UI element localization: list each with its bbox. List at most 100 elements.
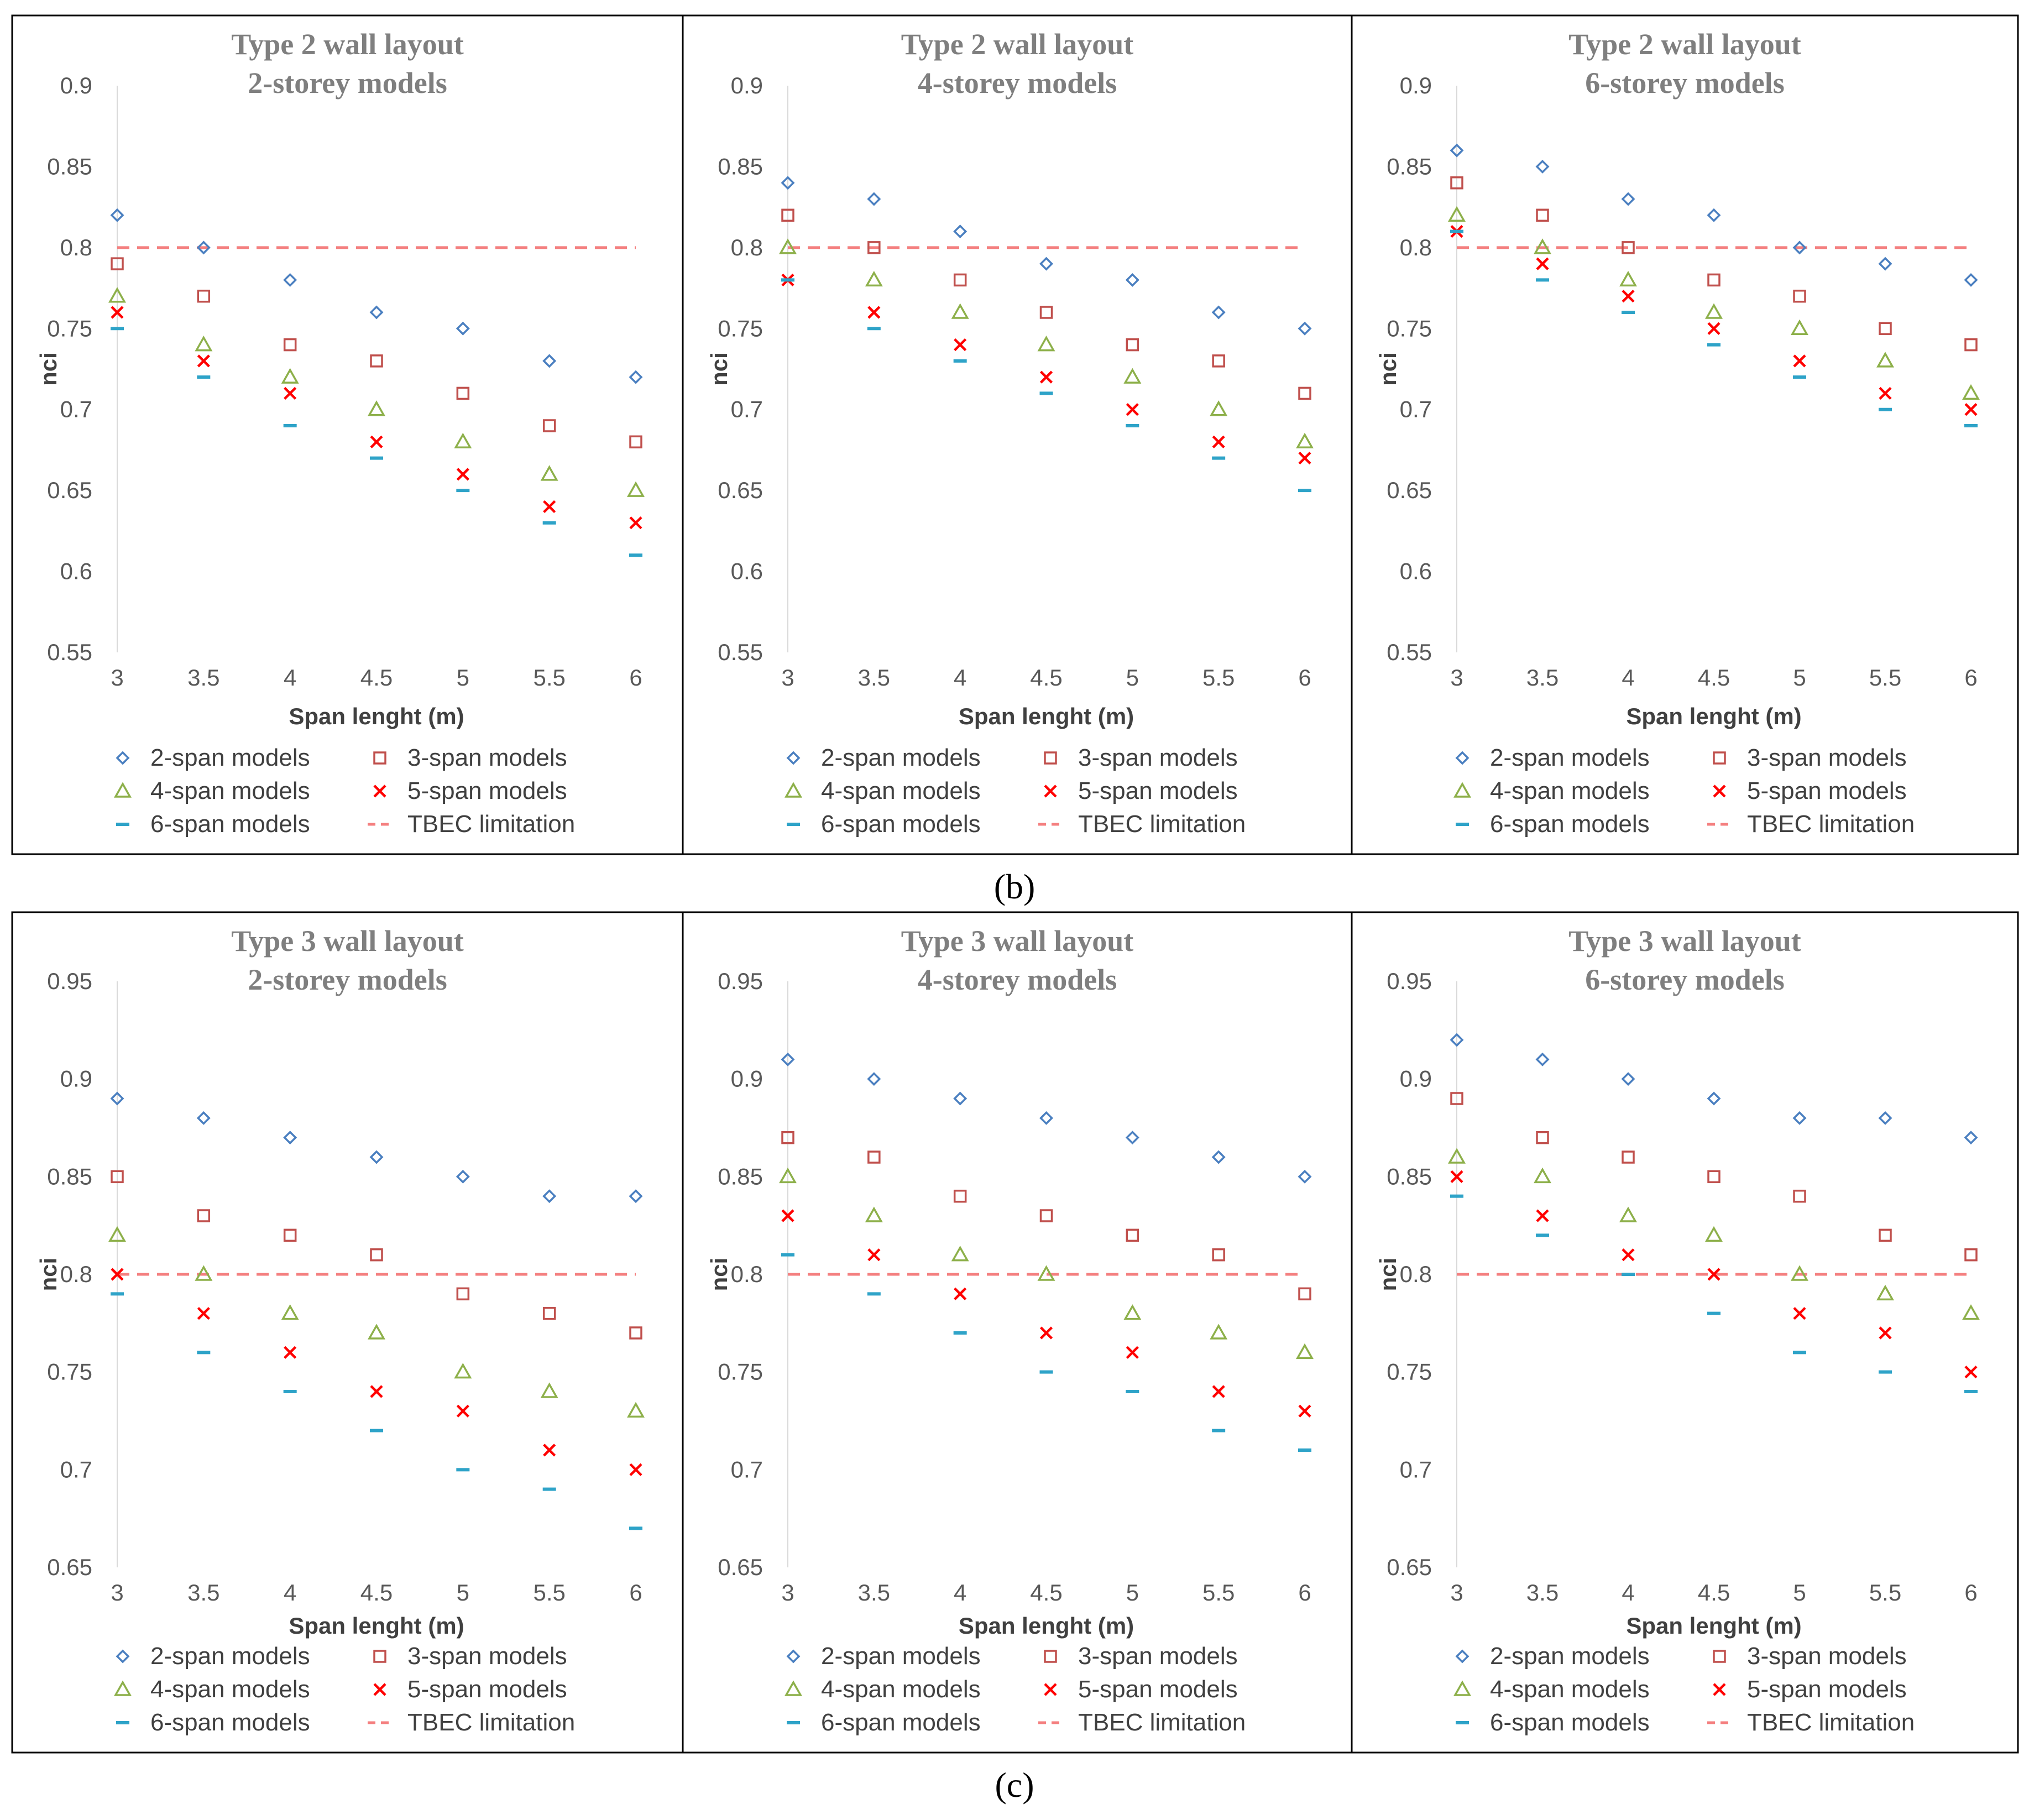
point-5-span bbox=[197, 354, 210, 368]
y-tick-label: 0.6 bbox=[60, 558, 92, 584]
legend-label: 2-span models bbox=[150, 744, 310, 771]
legend-label: 4-span models bbox=[821, 777, 981, 804]
point-4-span bbox=[1876, 1284, 1894, 1301]
point-3-span bbox=[953, 273, 967, 287]
y-tick-label: 0.7 bbox=[60, 396, 92, 422]
legend-swatch-3-span bbox=[1713, 751, 1726, 765]
legend-label: 2-span models bbox=[1490, 744, 1650, 771]
point-4-span bbox=[865, 270, 883, 287]
chart-title: 4-storey models bbox=[918, 66, 1117, 100]
point-3-span bbox=[197, 1209, 211, 1222]
x-tick-label: 4.5 bbox=[1698, 1580, 1730, 1605]
legend-swatch-5-span bbox=[373, 785, 386, 798]
point-5-span bbox=[1212, 435, 1225, 448]
point-3-span bbox=[1707, 273, 1721, 287]
x-tick-label: 4.5 bbox=[360, 1580, 393, 1605]
legend-entry: 4-span models bbox=[785, 777, 981, 804]
legend-swatch-3-span bbox=[1044, 1650, 1057, 1663]
x-tick-label: 3.5 bbox=[187, 1580, 219, 1605]
y-tick-label: 0.8 bbox=[731, 234, 763, 260]
point-5-span bbox=[1879, 386, 1892, 400]
point-5-span bbox=[1793, 354, 1806, 368]
y-axis-title: nci bbox=[1375, 352, 1401, 386]
point-2-span bbox=[542, 354, 557, 368]
point-4-span bbox=[195, 1265, 213, 1281]
point-5-span bbox=[1298, 451, 1311, 465]
point-4-span bbox=[779, 1167, 797, 1184]
point-4-span bbox=[1123, 368, 1142, 384]
x-tick-label: 3.5 bbox=[1526, 665, 1559, 691]
point-2-span bbox=[1298, 321, 1312, 336]
chart-title: 2-storey models bbox=[248, 66, 447, 100]
point-3-span bbox=[953, 1189, 967, 1203]
point-5-span bbox=[543, 500, 556, 514]
legend-label: 5-span models bbox=[1747, 777, 1907, 804]
legend-label: 4-span models bbox=[1490, 777, 1650, 804]
x-tick-label: 3 bbox=[111, 665, 123, 691]
legend-label: 6-span models bbox=[821, 810, 981, 838]
y-tick-label: 0.95 bbox=[718, 968, 763, 994]
point-3-span bbox=[1879, 1228, 1892, 1242]
point-3-span bbox=[1536, 208, 1549, 222]
point-5-span bbox=[629, 516, 642, 530]
point-2-span bbox=[1621, 192, 1635, 206]
point-2-span bbox=[781, 176, 795, 190]
legend-entry: 6-span models bbox=[787, 810, 981, 838]
y-tick-label: 0.75 bbox=[718, 1359, 763, 1385]
legend-label: 6-span models bbox=[1490, 810, 1650, 838]
y-tick-label: 0.7 bbox=[1400, 396, 1432, 422]
point-4-span bbox=[1037, 336, 1055, 352]
legend-label: 6-span models bbox=[150, 810, 310, 838]
legend-entry: 3-span models bbox=[1713, 1643, 1907, 1670]
point-3-span bbox=[111, 1170, 124, 1184]
legend-swatch-4-span bbox=[785, 782, 802, 798]
legend-entry: 3-span models bbox=[1044, 1643, 1238, 1670]
legend-entry: 4-span models bbox=[1453, 777, 1650, 804]
x-tick-label: 3.5 bbox=[187, 665, 219, 691]
legend-swatch-3-span bbox=[373, 751, 386, 765]
point-5-span bbox=[1212, 1385, 1225, 1398]
point-4-span bbox=[779, 238, 797, 254]
x-tick-label: 5.5 bbox=[533, 665, 565, 691]
point-2-span bbox=[1621, 1072, 1635, 1086]
x-tick-label: 4 bbox=[954, 665, 966, 691]
point-5-span bbox=[1536, 257, 1549, 270]
point-5-span bbox=[370, 1385, 383, 1398]
legend-label: 2-span models bbox=[821, 1643, 981, 1670]
legend-entry: TBEC limitation bbox=[368, 1709, 575, 1736]
legend-swatch-5-span bbox=[1044, 785, 1057, 798]
point-5-span bbox=[1622, 290, 1635, 303]
point-4-span bbox=[108, 287, 126, 303]
point-5-span bbox=[1039, 370, 1053, 384]
point-2-span bbox=[369, 305, 384, 320]
point-2-span bbox=[953, 1091, 968, 1106]
x-tick-label: 4 bbox=[284, 1580, 296, 1605]
legend-label: 2-span models bbox=[821, 744, 981, 771]
point-4-span bbox=[1037, 1265, 1055, 1281]
point-5-span bbox=[1879, 1326, 1892, 1340]
point-5-span bbox=[1126, 403, 1139, 416]
point-2-span bbox=[1964, 273, 1978, 287]
legend-swatch-4-span bbox=[1453, 1680, 1471, 1696]
point-2-span bbox=[456, 1169, 470, 1184]
legend-label: 5-span models bbox=[1078, 1676, 1238, 1703]
legend-entry: 4-span models bbox=[785, 1676, 981, 1703]
point-4-span bbox=[1534, 1167, 1551, 1184]
legend-entry: 3-span models bbox=[1044, 744, 1238, 771]
legend-label: 3-span models bbox=[1078, 1643, 1238, 1670]
point-5-span bbox=[456, 1404, 469, 1418]
point-5-span bbox=[781, 1209, 794, 1222]
legend-label: 6-span models bbox=[821, 1709, 981, 1736]
point-4-span bbox=[368, 400, 385, 416]
point-2-span bbox=[867, 192, 881, 206]
point-2-span bbox=[1450, 1033, 1464, 1047]
legend-entry: 2-span models bbox=[1455, 744, 1650, 771]
legend-swatch-5-span bbox=[1713, 1683, 1726, 1696]
chart-panel-4: Type 3 wall layout 2-storey models 0.65 0.7… bbox=[11, 911, 684, 1754]
point-2-span bbox=[283, 273, 297, 287]
point-5-span bbox=[370, 435, 383, 448]
x-tick-label: 5 bbox=[1793, 665, 1806, 691]
point-2-span bbox=[456, 321, 470, 336]
point-4-span bbox=[1448, 1148, 1466, 1164]
